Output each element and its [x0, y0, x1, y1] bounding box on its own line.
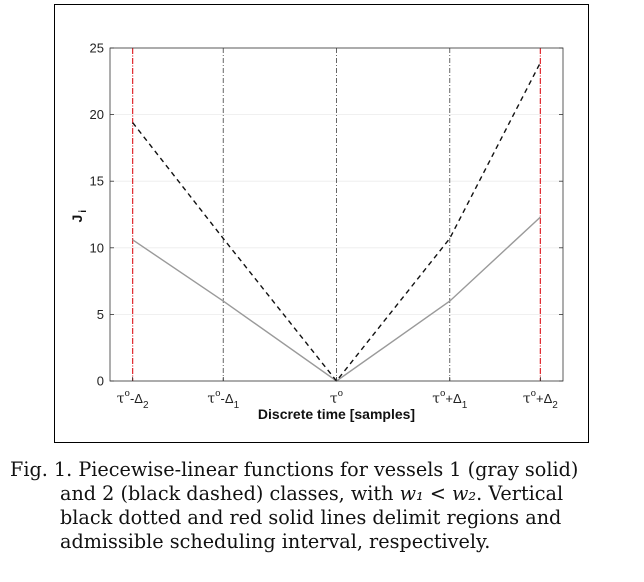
y-tick-label: 10 — [90, 240, 104, 255]
y-axis-label-subscript: i — [78, 210, 89, 213]
y-axis-label-main: J — [69, 215, 85, 223]
caption-line-1: Fig. 1. Piecewise-linear functions for v… — [10, 458, 579, 481]
caption-line-2-text-a: and 2 (black dashed) classes, with — [60, 482, 400, 505]
y-axis-ticks: 0 5 10 15 20 25 — [90, 41, 563, 389]
y-tick-label: 0 — [97, 374, 104, 389]
x-tick-label: τo+Δ1 — [432, 389, 467, 411]
y-tick-label: 20 — [90, 107, 104, 122]
y-tick-label: 15 — [90, 174, 104, 189]
y-tick-label: 25 — [90, 41, 104, 56]
x-tick-label: τo — [330, 389, 343, 407]
figure-frame: 0 5 10 15 20 25 τo-Δ2 τo-Δ1 τo τo+Δ1 τo+Δ2 Ji Dis… — [54, 4, 589, 443]
caption-line-2-math: w₁ < w₂ — [399, 482, 477, 505]
y-axis-label: Ji — [69, 210, 89, 223]
x-tick-label: τo+Δ2 — [523, 389, 558, 411]
caption-line-2-text-b: . Vertical — [476, 482, 564, 505]
x-axis-label: Discrete time [samples] — [258, 406, 415, 422]
caption-line-2: and 2 (black dashed) classes, with w₁ < … — [10, 482, 636, 506]
figure-caption: Fig. 1. Piecewise-linear functions for v… — [10, 458, 636, 554]
x-axis-ticks: τo-Δ2 τo-Δ1 τo τo+Δ1 τo+Δ2 — [117, 377, 558, 411]
caption-line-4: admissible scheduling interval, respecti… — [60, 530, 491, 553]
caption-line-3: black dotted and red solid lines delimit… — [60, 506, 562, 529]
series-line-dashed — [132, 62, 541, 383]
chart: 0 5 10 15 20 25 τo-Δ2 τo-Δ1 τo τo+Δ1 τo+Δ2 Ji Dis… — [69, 41, 564, 422]
x-tick-label: τo-Δ1 — [207, 389, 239, 411]
region-lines — [132, 48, 541, 381]
y-tick-label: 5 — [97, 307, 104, 322]
x-tick-label: τo-Δ2 — [117, 389, 149, 411]
